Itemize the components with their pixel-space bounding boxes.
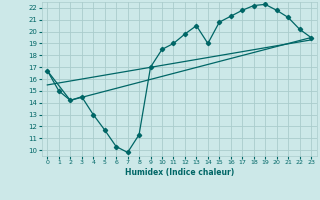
X-axis label: Humidex (Indice chaleur): Humidex (Indice chaleur) bbox=[124, 168, 234, 177]
